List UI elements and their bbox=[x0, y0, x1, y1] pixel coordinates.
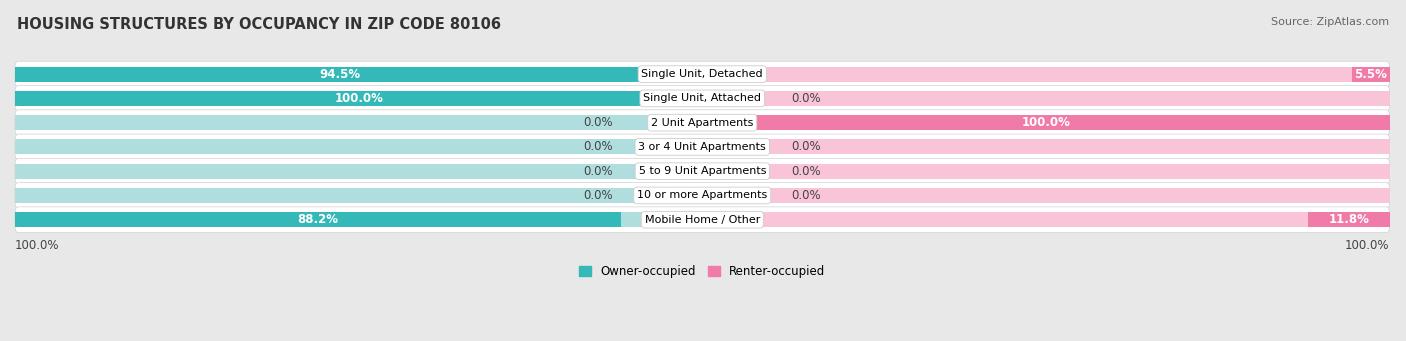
Text: 0.0%: 0.0% bbox=[792, 140, 821, 153]
FancyBboxPatch shape bbox=[15, 110, 1389, 135]
Bar bbox=[702, 115, 1389, 130]
Text: 94.5%: 94.5% bbox=[319, 68, 360, 80]
Text: 3 or 4 Unit Apartments: 3 or 4 Unit Apartments bbox=[638, 142, 766, 152]
Text: 0.0%: 0.0% bbox=[792, 165, 821, 178]
Text: 88.2%: 88.2% bbox=[298, 213, 339, 226]
Bar bbox=[15, 66, 702, 81]
Text: 100.0%: 100.0% bbox=[1022, 116, 1070, 129]
Text: Single Unit, Detached: Single Unit, Detached bbox=[641, 69, 763, 79]
Text: 5 to 9 Unit Apartments: 5 to 9 Unit Apartments bbox=[638, 166, 766, 176]
Bar bbox=[15, 139, 702, 154]
Bar bbox=[702, 115, 1389, 130]
Text: 0.0%: 0.0% bbox=[792, 92, 821, 105]
Bar bbox=[702, 91, 1389, 106]
Text: 2 Unit Apartments: 2 Unit Apartments bbox=[651, 118, 754, 128]
Text: 0.0%: 0.0% bbox=[792, 189, 821, 202]
Bar bbox=[15, 212, 702, 227]
Bar bbox=[15, 188, 702, 203]
Text: 0.0%: 0.0% bbox=[583, 165, 613, 178]
FancyBboxPatch shape bbox=[15, 61, 1389, 87]
Bar bbox=[15, 164, 702, 179]
Bar bbox=[702, 188, 1389, 203]
Text: 0.0%: 0.0% bbox=[583, 140, 613, 153]
Bar bbox=[15, 91, 702, 106]
Bar bbox=[1351, 66, 1389, 81]
FancyBboxPatch shape bbox=[15, 158, 1389, 184]
Bar bbox=[15, 66, 665, 81]
FancyBboxPatch shape bbox=[15, 182, 1389, 208]
Text: 100.0%: 100.0% bbox=[1346, 239, 1389, 252]
Text: 0.0%: 0.0% bbox=[583, 189, 613, 202]
Text: 5.5%: 5.5% bbox=[1354, 68, 1388, 80]
Text: 100.0%: 100.0% bbox=[335, 92, 382, 105]
Text: Source: ZipAtlas.com: Source: ZipAtlas.com bbox=[1271, 17, 1389, 27]
FancyBboxPatch shape bbox=[15, 134, 1389, 160]
Text: Single Unit, Attached: Single Unit, Attached bbox=[644, 93, 761, 103]
Bar bbox=[15, 91, 702, 106]
Text: 0.0%: 0.0% bbox=[583, 116, 613, 129]
Bar bbox=[702, 66, 1389, 81]
FancyBboxPatch shape bbox=[15, 207, 1389, 233]
FancyBboxPatch shape bbox=[15, 86, 1389, 111]
Text: 11.8%: 11.8% bbox=[1329, 213, 1369, 226]
Bar bbox=[15, 115, 702, 130]
Bar bbox=[702, 164, 1389, 179]
Bar bbox=[1309, 212, 1389, 227]
Bar bbox=[702, 139, 1389, 154]
Legend: Owner-occupied, Renter-occupied: Owner-occupied, Renter-occupied bbox=[575, 261, 830, 283]
Text: 100.0%: 100.0% bbox=[15, 239, 59, 252]
Bar bbox=[702, 212, 1389, 227]
Text: Mobile Home / Other: Mobile Home / Other bbox=[644, 215, 761, 225]
Text: 10 or more Apartments: 10 or more Apartments bbox=[637, 191, 768, 201]
Text: HOUSING STRUCTURES BY OCCUPANCY IN ZIP CODE 80106: HOUSING STRUCTURES BY OCCUPANCY IN ZIP C… bbox=[17, 17, 501, 32]
Bar bbox=[15, 212, 621, 227]
